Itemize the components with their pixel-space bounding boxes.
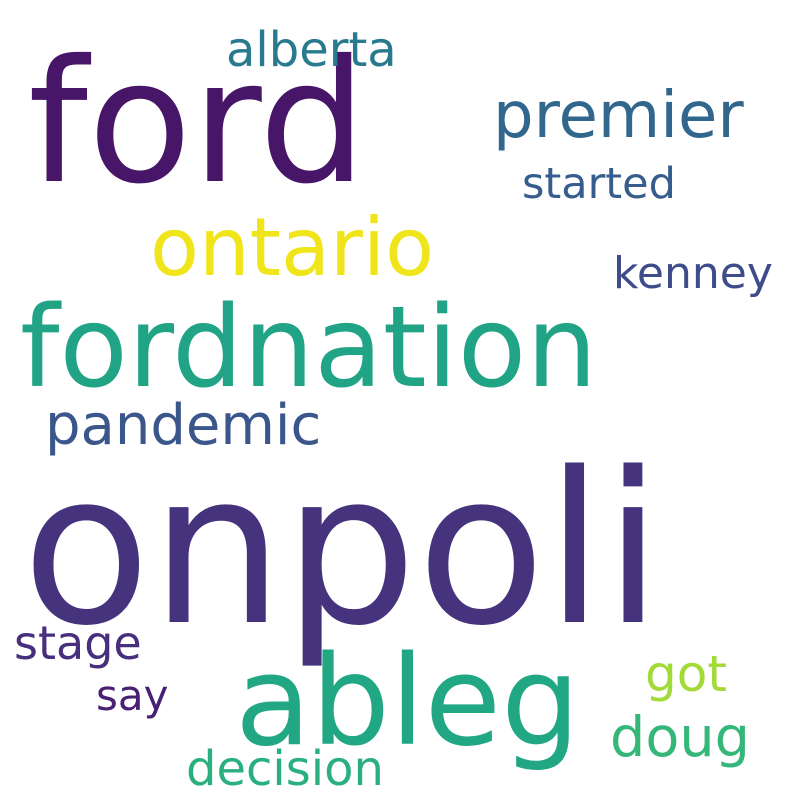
- word-started: started: [522, 159, 676, 209]
- word-onpoli: onpoli: [22, 427, 663, 672]
- word-fordnation: fordnation: [20, 283, 598, 413]
- word-decision: decision: [186, 741, 384, 797]
- word-premier: premier: [493, 79, 744, 153]
- word-alberta: alberta: [226, 22, 397, 78]
- word-say: say: [96, 671, 169, 720]
- word-stage: stage: [14, 616, 142, 670]
- word-kenney: kenney: [613, 248, 773, 299]
- word-ford: ford: [28, 24, 367, 222]
- word-ontario: ontario: [150, 201, 435, 294]
- word-doug: doug: [610, 705, 750, 770]
- word-got: got: [645, 645, 727, 703]
- word-ableg: ableg: [235, 630, 580, 774]
- word-pandemic: pandemic: [45, 393, 322, 458]
